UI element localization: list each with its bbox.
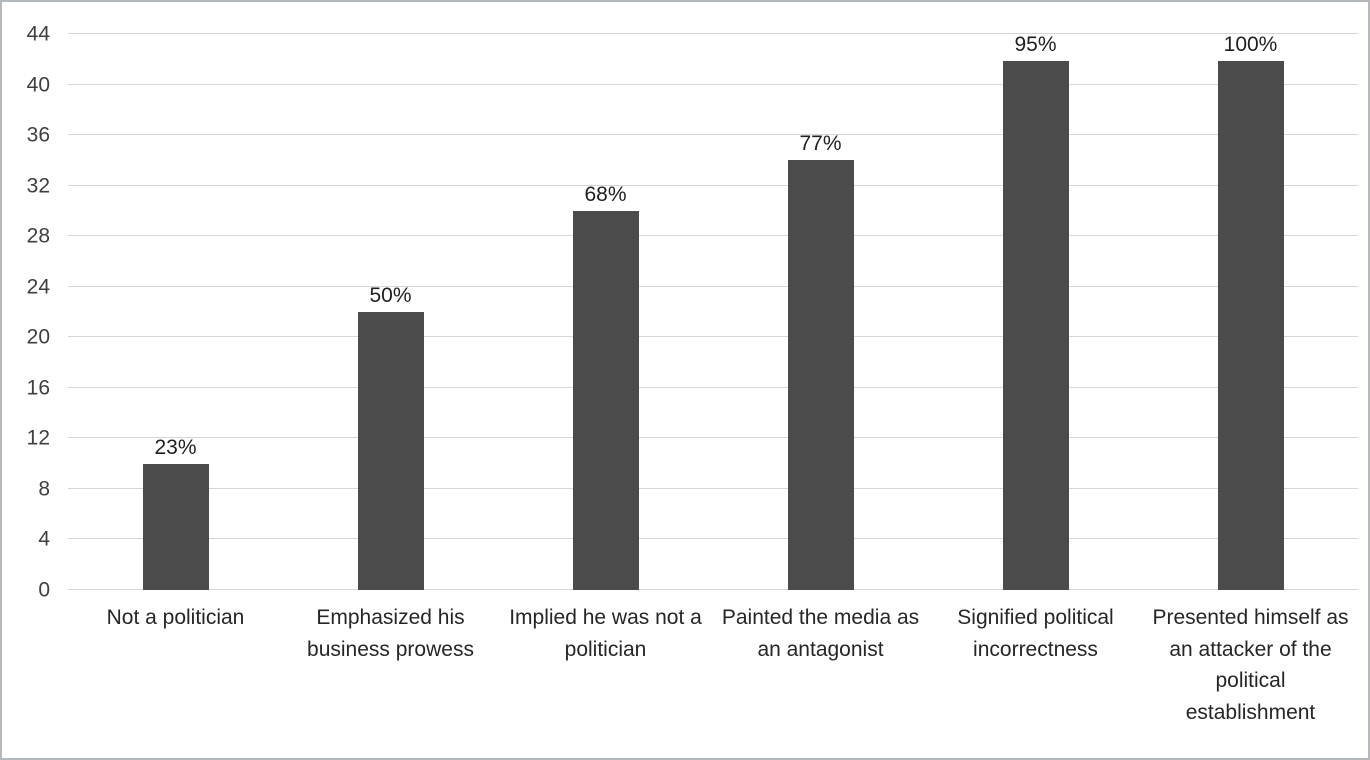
x-category-label: Signified political incorrectness (957, 606, 1114, 661)
bar-slot: 100% (1143, 34, 1358, 590)
bar-value-label: 50% (369, 284, 412, 307)
gridlines (68, 33, 1358, 590)
gridline (68, 487, 1358, 489)
y-tick-label: 40 (26, 73, 50, 97)
bar (1002, 61, 1069, 590)
x-category-label: Not a politician (106, 606, 245, 629)
x-category-label: Presented himself as an attacker of the … (1152, 606, 1349, 724)
gridline (68, 589, 1358, 590)
bar-value-label: 95% (1014, 33, 1057, 56)
y-axis: 0 4 8 12 16 20 24 28 32 36 40 44 (2, 24, 54, 601)
x-axis: Not a politician Emphasized his business … (68, 602, 1358, 728)
y-tick-label: 0 (38, 578, 50, 602)
bar-slot: 95% (928, 34, 1143, 590)
bar-slot: 77% (713, 34, 928, 590)
gridline (68, 33, 1358, 34)
y-tick-label: 36 (26, 123, 50, 147)
gridline (68, 235, 1358, 237)
gridline (68, 184, 1358, 186)
y-tick-label: 32 (26, 174, 50, 198)
bar-value-label: 68% (584, 182, 627, 206)
bar-value-label: 100% (1223, 33, 1278, 56)
bar-value-label: 23% (154, 435, 197, 459)
y-tick-label: 28 (26, 224, 50, 248)
gridline (68, 83, 1358, 85)
y-tick-label: 24 (26, 275, 50, 299)
bar-slot: 23% (68, 34, 283, 590)
gridline (68, 134, 1358, 136)
bar (1217, 61, 1284, 590)
gridline (68, 437, 1358, 439)
y-tick-label: 20 (26, 325, 50, 349)
y-tick-label: 16 (26, 376, 50, 400)
gridline (68, 386, 1358, 388)
bar-value-label: 77% (799, 132, 842, 156)
bar-slot: 50% (283, 34, 498, 590)
x-category-label: Emphasized his business prowess (307, 606, 474, 661)
y-tick-label: 44 (26, 22, 50, 46)
y-tick-label: 4 (38, 527, 50, 551)
bar (142, 463, 209, 590)
gridline (68, 285, 1358, 287)
bar (787, 160, 854, 590)
plot-area: 23% 50% 68% 77% 95% 100% (68, 33, 1358, 590)
bar (572, 210, 639, 590)
gridline (68, 336, 1358, 338)
bars: 23% 50% 68% 77% 95% 100% (68, 34, 1358, 590)
x-category-label: Implied he was not a politician (509, 606, 702, 661)
bar-slot: 68% (498, 34, 713, 590)
y-tick-label: 12 (26, 426, 50, 450)
y-tick-label: 8 (38, 477, 50, 501)
gridline (68, 538, 1358, 540)
bar (357, 312, 424, 590)
x-category-label: Painted the media as an antagonist (721, 606, 920, 661)
